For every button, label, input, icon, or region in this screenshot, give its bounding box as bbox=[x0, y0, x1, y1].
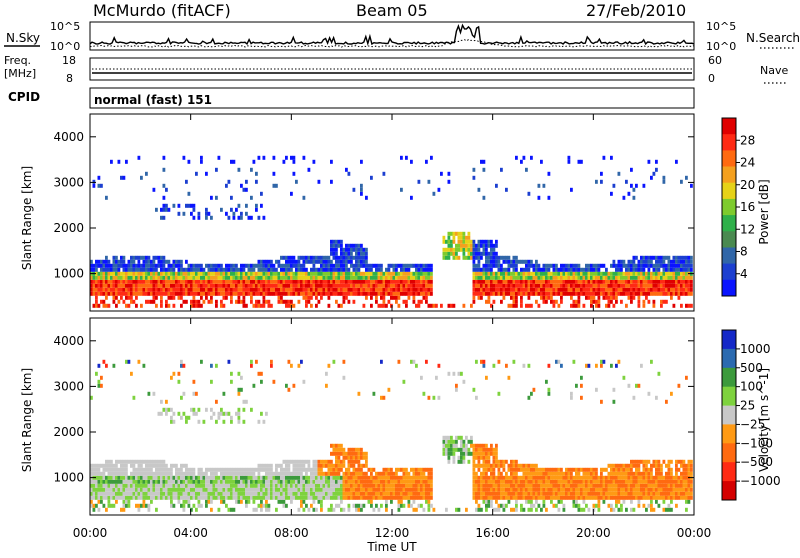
colorbar-segment bbox=[722, 443, 736, 462]
nsky-trace bbox=[90, 25, 694, 44]
time-tick-label: 08:00 bbox=[274, 526, 309, 540]
range-tick-label: 3000 bbox=[53, 379, 84, 393]
time-tick-label: 04:00 bbox=[173, 526, 208, 540]
colorbar-segment bbox=[722, 330, 736, 349]
colorbar-segment bbox=[722, 264, 736, 281]
colorbar-segment bbox=[722, 368, 736, 387]
range-tick-label: 4000 bbox=[53, 130, 84, 144]
time-axis: 00:00 04:00 08:00 12:00 16:00 20:00 00:00 bbox=[73, 526, 712, 540]
nave-tick-bottom: 0 bbox=[708, 72, 715, 85]
range-tick-label: 4000 bbox=[53, 334, 84, 348]
freq-label-1: Freq. bbox=[4, 54, 31, 67]
nsearch-label: N.Search bbox=[746, 31, 800, 45]
colorbar-tick-label: 25 bbox=[740, 399, 755, 413]
colorbar-tick-label: 4 bbox=[740, 267, 748, 281]
colorbar-segment bbox=[722, 183, 736, 200]
colorbar-segment bbox=[722, 406, 736, 425]
noise-tick-bottom-right: 10^0 bbox=[706, 40, 736, 53]
colorbar-tick-label: 24 bbox=[740, 156, 755, 170]
colorbar-segment bbox=[722, 424, 736, 443]
time-tick-label: 16:00 bbox=[475, 526, 510, 540]
colorbar-segment bbox=[722, 167, 736, 184]
colorbar-segment bbox=[722, 134, 736, 151]
colorbar-tick-label: 16 bbox=[740, 200, 755, 214]
beam-title: Beam 05 bbox=[356, 1, 428, 20]
colorbar-tick-label: −1000 bbox=[740, 474, 781, 488]
time-tick-label: 20:00 bbox=[576, 526, 611, 540]
range-tick-label: 3000 bbox=[53, 175, 84, 189]
velocity-ylabel: Slant Range [km] bbox=[20, 368, 34, 472]
time-xlabel: Time UT bbox=[366, 540, 417, 554]
colorbar-tick-label: 1000 bbox=[740, 342, 771, 356]
colorbar-segment bbox=[722, 248, 736, 265]
colorbar-segment bbox=[722, 349, 736, 368]
nsky-label: N.Sky bbox=[6, 31, 40, 45]
colorbar-segment bbox=[722, 387, 736, 406]
colorbar-segment bbox=[722, 462, 736, 481]
colorbar-tick-label: 8 bbox=[740, 245, 748, 259]
freq-label-2: [MHz] bbox=[4, 67, 36, 80]
nave-tick-top: 60 bbox=[708, 54, 722, 67]
date-title: 27/Feb/2010 bbox=[586, 1, 686, 20]
colorbar-segment bbox=[722, 118, 736, 135]
noise-tick-top-left: 10^5 bbox=[50, 20, 80, 33]
freq-tick-bottom: 8 bbox=[66, 72, 73, 85]
power-colorbar: 4 8 12 16 20 24 28 bbox=[722, 118, 755, 297]
range-tick-label: 1000 bbox=[53, 471, 84, 485]
range-tick-label: 1000 bbox=[53, 267, 84, 281]
colorbar-tick-label: 28 bbox=[740, 133, 755, 147]
station-title: McMurdo (fitACF) bbox=[93, 1, 231, 20]
nave-label: Nave bbox=[760, 64, 788, 77]
cpid-value: normal (fast) 151 bbox=[94, 93, 212, 107]
range-tick-label: 2000 bbox=[53, 221, 84, 235]
colorbar-segment bbox=[722, 280, 736, 297]
velocity-colorbar-label: Velocity [m s^-1] bbox=[757, 368, 771, 472]
noise-tick-top-right: 10^5 bbox=[706, 20, 736, 33]
time-tick-label: 12:00 bbox=[375, 526, 410, 540]
colorbar-segment bbox=[722, 231, 736, 248]
colorbar-tick-label: 12 bbox=[740, 222, 755, 236]
noise-tick-bottom-left: 10^0 bbox=[50, 40, 80, 53]
range-tick-label: 2000 bbox=[53, 425, 84, 439]
time-tick-label: 00:00 bbox=[677, 526, 712, 540]
colorbar-segment bbox=[722, 215, 736, 232]
colorbar-segment bbox=[722, 199, 736, 216]
time-tick-label: 00:00 bbox=[73, 526, 108, 540]
power-colorbar-label: Power [dB] bbox=[757, 179, 771, 244]
freq-tick-top: 18 bbox=[62, 54, 76, 67]
power-ylabel: Slant Range [km] bbox=[20, 166, 34, 270]
colorbar-segment bbox=[722, 150, 736, 167]
velocity-heatmap bbox=[90, 360, 693, 512]
power-heatmap bbox=[90, 156, 693, 308]
colorbar-tick-label: 20 bbox=[740, 178, 755, 192]
cpid-label: CPID bbox=[8, 90, 40, 104]
colorbar-segment bbox=[722, 481, 736, 500]
